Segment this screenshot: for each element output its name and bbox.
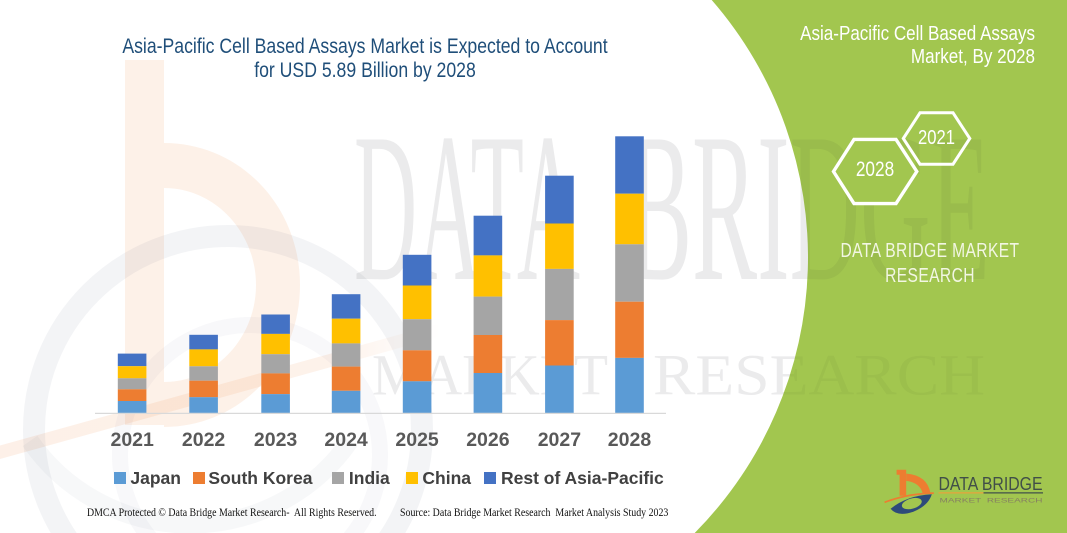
svg-text:DATA BRIDGE: DATA BRIDGE <box>939 474 1043 494</box>
svg-text:MARKET RESEARCH: MARKET RESEARCH <box>940 498 1043 505</box>
svg-text:DATA: DATA <box>354 90 580 326</box>
